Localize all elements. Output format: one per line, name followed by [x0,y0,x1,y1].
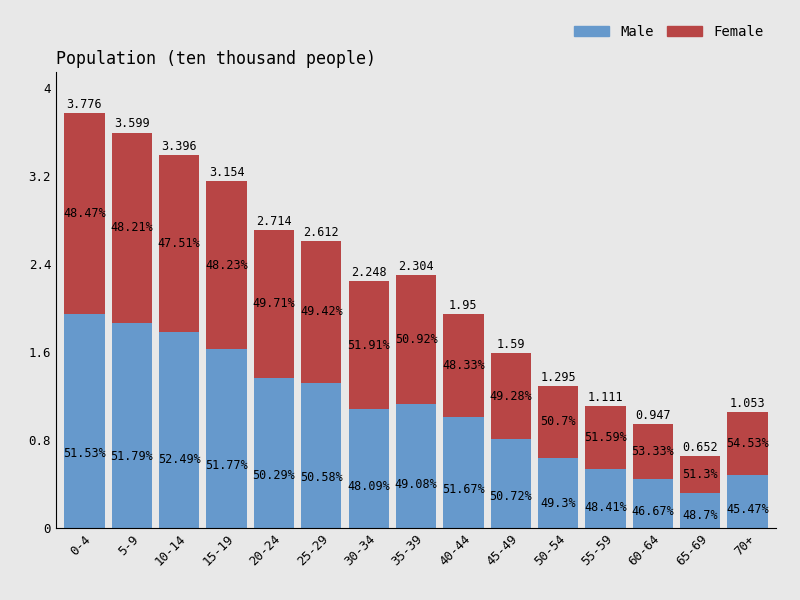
Bar [254,230,294,378]
Bar [396,275,436,404]
Text: 48.21%: 48.21% [110,221,153,235]
Text: 50.72%: 50.72% [490,490,532,503]
Bar [301,383,342,528]
Text: 52.49%: 52.49% [158,453,201,466]
Text: 3.776: 3.776 [66,98,102,111]
Bar [586,469,626,528]
Bar [443,417,483,528]
Bar [490,439,531,528]
Text: 50.58%: 50.58% [300,470,342,484]
Text: 49.3%: 49.3% [540,497,576,510]
Text: 3.599: 3.599 [114,118,150,130]
Bar [64,314,105,528]
Bar [349,281,389,409]
Text: 3.396: 3.396 [162,140,197,152]
Bar [490,353,531,439]
Text: 2.714: 2.714 [256,215,292,227]
Bar [159,332,199,528]
Bar [64,113,105,314]
Text: 2.248: 2.248 [351,266,386,279]
Text: 1.59: 1.59 [497,338,525,351]
Text: 51.3%: 51.3% [682,468,718,481]
Text: 1.295: 1.295 [540,371,576,383]
Text: 48.23%: 48.23% [205,259,248,272]
Bar [396,404,436,528]
Bar [254,378,294,528]
Bar [680,493,720,528]
Text: 48.33%: 48.33% [442,359,485,372]
Text: 0.652: 0.652 [682,441,718,454]
Text: 50.29%: 50.29% [253,469,295,482]
Bar [727,475,768,528]
Bar [112,323,152,528]
Legend: Male, Female: Male, Female [569,20,769,45]
Bar [538,386,578,458]
Bar [206,181,246,349]
Text: 51.59%: 51.59% [584,431,627,444]
Text: 51.67%: 51.67% [442,483,485,496]
Text: 45.47%: 45.47% [726,503,769,516]
Text: 3.154: 3.154 [209,166,244,179]
Text: 53.33%: 53.33% [631,445,674,458]
Text: 2.612: 2.612 [303,226,339,239]
Text: 50.92%: 50.92% [394,333,438,346]
Text: 1.95: 1.95 [449,299,478,311]
Text: 50.7%: 50.7% [540,415,576,428]
Bar [538,458,578,528]
Text: 48.7%: 48.7% [682,509,718,522]
Text: 51.53%: 51.53% [63,446,106,460]
Text: 48.41%: 48.41% [584,501,627,514]
Bar [443,314,483,417]
Bar [159,155,199,332]
Text: 48.47%: 48.47% [63,207,106,220]
Text: 49.08%: 49.08% [394,478,438,491]
Text: 51.79%: 51.79% [110,450,153,463]
Bar [349,409,389,528]
Text: 1.111: 1.111 [588,391,623,404]
Bar [680,457,720,493]
Text: 51.77%: 51.77% [205,459,248,472]
Bar [633,424,673,479]
Text: 1.053: 1.053 [730,397,766,410]
Text: 48.09%: 48.09% [347,480,390,493]
Bar [112,133,152,323]
Bar [206,349,246,528]
Text: 2.304: 2.304 [398,260,434,272]
Bar [633,479,673,528]
Text: 0.947: 0.947 [635,409,670,422]
Text: 54.53%: 54.53% [726,437,769,451]
Text: 49.28%: 49.28% [490,390,532,403]
Text: 46.67%: 46.67% [631,505,674,518]
Bar [301,241,342,383]
Text: 47.51%: 47.51% [158,237,201,250]
Bar [727,412,768,475]
Text: 49.71%: 49.71% [253,298,295,310]
Text: 49.42%: 49.42% [300,305,342,319]
Text: Population (ten thousand people): Population (ten thousand people) [56,50,376,68]
Bar [586,406,626,469]
Text: 51.91%: 51.91% [347,338,390,352]
